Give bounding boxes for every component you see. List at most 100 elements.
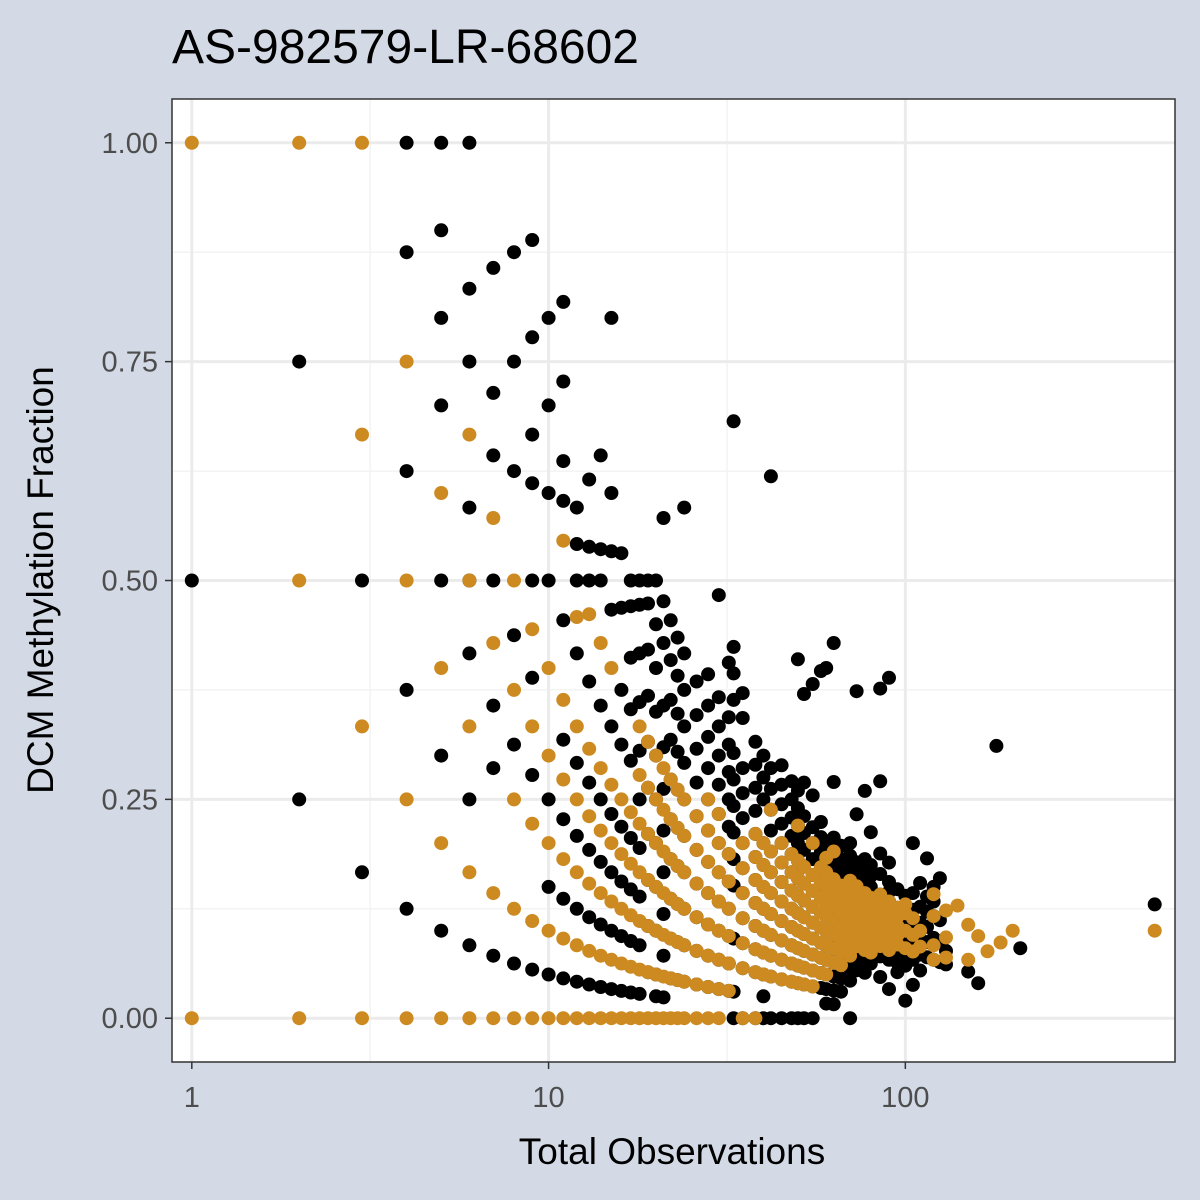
data-point bbox=[701, 948, 716, 963]
data-point bbox=[399, 354, 414, 369]
data-point bbox=[701, 667, 716, 682]
data-point bbox=[632, 889, 647, 904]
data-point bbox=[735, 961, 750, 976]
data-point bbox=[649, 617, 663, 632]
y-tick-label: 1.00 bbox=[102, 128, 158, 160]
data-point bbox=[774, 894, 789, 909]
data-point bbox=[399, 792, 414, 807]
data-point bbox=[569, 792, 584, 807]
data-point bbox=[507, 573, 521, 588]
data-point bbox=[649, 661, 663, 675]
data-point bbox=[763, 969, 778, 984]
data-point bbox=[569, 610, 584, 624]
data-point bbox=[604, 865, 619, 880]
data-point bbox=[614, 819, 629, 834]
data-point bbox=[569, 828, 584, 843]
data-point bbox=[926, 909, 941, 924]
data-point bbox=[399, 1011, 414, 1026]
data-point bbox=[623, 831, 638, 845]
data-point bbox=[805, 677, 820, 691]
data-point bbox=[748, 757, 763, 772]
data-point bbox=[569, 719, 584, 734]
x-tick-label: 1 bbox=[184, 1082, 200, 1114]
data-point bbox=[882, 670, 896, 685]
data-point bbox=[748, 1011, 763, 1026]
data-point bbox=[355, 1011, 369, 1026]
data-point bbox=[292, 354, 307, 369]
data-point bbox=[763, 761, 778, 776]
data-point bbox=[711, 807, 726, 821]
data-point bbox=[763, 927, 778, 942]
data-point bbox=[813, 815, 828, 829]
data-point bbox=[913, 876, 928, 890]
data-point bbox=[748, 734, 763, 749]
data-point bbox=[774, 836, 789, 851]
y-tick-label: 0.50 bbox=[102, 566, 158, 598]
chart-title: AS-982579-LR-68602 bbox=[172, 21, 639, 74]
data-point bbox=[569, 901, 584, 916]
data-point bbox=[677, 755, 692, 770]
data-point bbox=[541, 748, 556, 763]
data-point bbox=[763, 865, 778, 880]
data-point bbox=[486, 948, 501, 963]
data-point bbox=[726, 639, 741, 654]
data-point bbox=[399, 464, 414, 479]
data-point bbox=[556, 692, 571, 707]
data-point bbox=[593, 542, 608, 557]
data-point bbox=[399, 135, 414, 150]
data-point bbox=[905, 977, 920, 992]
data-point bbox=[849, 684, 864, 699]
data-point bbox=[462, 938, 477, 953]
data-point bbox=[604, 807, 619, 821]
data-point bbox=[569, 537, 584, 551]
data-point bbox=[677, 828, 692, 843]
data-point bbox=[604, 836, 619, 851]
data-point bbox=[663, 613, 678, 628]
data-point bbox=[932, 871, 947, 886]
data-point bbox=[689, 775, 704, 790]
data-point bbox=[819, 967, 834, 982]
data-point bbox=[701, 823, 716, 838]
data-point bbox=[939, 930, 953, 945]
data-point bbox=[834, 984, 848, 999]
data-point bbox=[721, 983, 736, 998]
data-point bbox=[632, 816, 647, 831]
data-point bbox=[905, 886, 920, 901]
data-point bbox=[913, 939, 928, 954]
data-point bbox=[593, 761, 608, 776]
data-point bbox=[604, 719, 619, 734]
data-point bbox=[989, 738, 1004, 753]
data-point bbox=[582, 472, 597, 487]
data-point bbox=[541, 573, 556, 588]
data-point bbox=[670, 668, 685, 683]
data-point bbox=[701, 792, 716, 807]
data-point bbox=[582, 809, 597, 824]
data-point bbox=[1147, 897, 1162, 912]
data-point bbox=[711, 748, 726, 763]
data-point bbox=[726, 772, 741, 787]
data-point bbox=[677, 500, 692, 515]
data-point bbox=[763, 802, 778, 817]
data-point bbox=[623, 805, 638, 820]
data-point bbox=[735, 786, 750, 801]
data-point bbox=[726, 799, 741, 813]
data-point bbox=[735, 811, 750, 826]
data-point bbox=[656, 990, 671, 1005]
data-point bbox=[711, 719, 726, 734]
y-axis-title: DCM Methylation Fraction bbox=[20, 366, 61, 794]
data-point bbox=[556, 732, 571, 747]
data-point bbox=[569, 573, 584, 588]
data-point bbox=[898, 993, 913, 1008]
data-point bbox=[670, 706, 685, 721]
data-point bbox=[556, 374, 571, 389]
data-point bbox=[486, 260, 501, 275]
data-point bbox=[701, 729, 716, 744]
data-point bbox=[632, 841, 647, 855]
data-point bbox=[614, 737, 629, 752]
data-point bbox=[292, 1011, 307, 1026]
data-point bbox=[434, 836, 449, 851]
data-point bbox=[632, 743, 647, 758]
data-point bbox=[292, 573, 307, 588]
data-point bbox=[623, 856, 638, 871]
data-point bbox=[434, 398, 449, 413]
